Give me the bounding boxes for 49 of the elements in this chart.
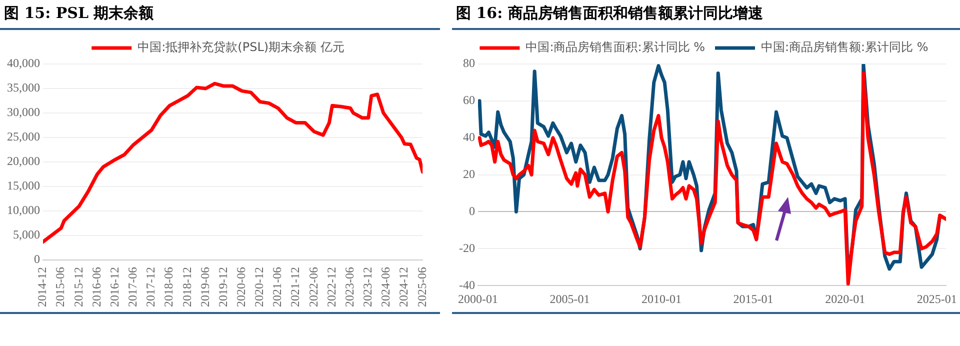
- x-tick-label: 2020-12: [252, 267, 266, 308]
- y-tick-label: 40,000: [7, 56, 40, 70]
- x-tick-label: 2019-06: [198, 267, 212, 308]
- x-tick-label: 2019-12: [216, 267, 230, 308]
- x-tick-label: 2018-12: [180, 267, 194, 308]
- x-tick-label: 2015-12: [71, 267, 86, 308]
- x-tick-label: 2024-06: [378, 267, 393, 308]
- legend-label: 中国:商品房销售额:累计同比 %: [761, 40, 928, 54]
- x-tick-label: 2023-12: [360, 267, 375, 308]
- x-tick-label: 2017-06: [126, 267, 140, 308]
- y-tick-label: 15,000: [7, 178, 40, 193]
- x-tick-label: 2016-12: [107, 267, 122, 308]
- x-tick-label: 2021-12: [288, 267, 302, 308]
- x-tick-label: 2021-06: [270, 267, 284, 308]
- x-tick-label: 2014-12: [35, 267, 50, 308]
- y-tick-label: 20: [462, 166, 475, 181]
- y-tick-label: -20: [458, 240, 475, 255]
- y-tick-label: -40: [458, 278, 475, 292]
- x-tick-label: 2020-01: [825, 292, 866, 306]
- y-tick-label: 80: [462, 56, 475, 70]
- x-tick-label: 2016-06: [89, 267, 104, 308]
- legend-label: 中国:抵押补充贷款(PSL)期末余额 亿元: [138, 40, 344, 54]
- x-tick-label: 2022-06: [306, 267, 320, 308]
- y-tick-label: 35,000: [7, 80, 40, 95]
- y-tick-label: 25,000: [7, 130, 40, 144]
- x-tick-label: 2017-12: [144, 267, 158, 308]
- x-tick-label: 2020-06: [234, 267, 248, 308]
- chart-title: 图 16: 商品房销售面积和销售额累计同比增速: [456, 4, 763, 23]
- x-tick-label: 2015-06: [53, 267, 68, 308]
- y-tick-label: 10,000: [7, 203, 40, 218]
- x-tick-label: 2018-06: [162, 267, 176, 308]
- y-tick-label: 0: [468, 204, 475, 218]
- legend-label: 中国:商品房销售面积:累计同比 %: [526, 40, 706, 54]
- y-tick-label: 60: [462, 93, 475, 108]
- x-tick-label: 2015-01: [733, 292, 774, 306]
- y-tick-label: 0: [34, 252, 40, 266]
- y-tick-label: 5,000: [13, 228, 40, 242]
- y-tick-label: 20,000: [7, 154, 40, 168]
- y-tick-label: 30,000: [7, 105, 40, 120]
- x-tick-label: 2022-12: [324, 267, 338, 308]
- chart-title: 图 15: PSL 期末余额: [4, 4, 154, 23]
- x-tick-label: 2005-01: [550, 292, 590, 306]
- x-tick-label: 2000-01: [458, 292, 498, 306]
- x-tick-label: 2023-06: [342, 267, 356, 308]
- x-tick-label: 2010-01: [642, 292, 682, 306]
- x-tick-label: 2024-12: [396, 267, 411, 308]
- y-tick-label: 40: [462, 130, 475, 144]
- x-tick-label: 2025-01: [916, 292, 957, 306]
- x-tick-label: 2025-06: [414, 267, 429, 308]
